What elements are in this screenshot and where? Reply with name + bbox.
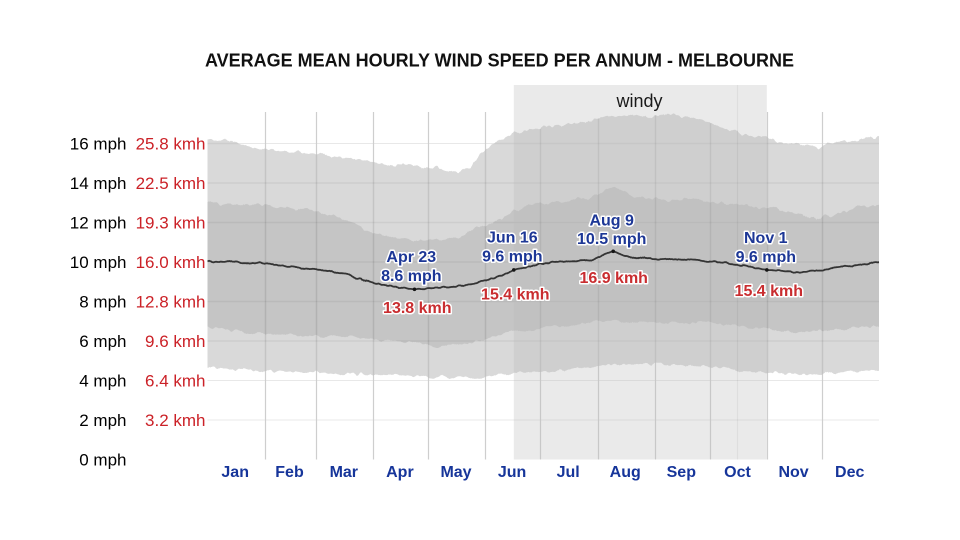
svg-text:13.8 kmh: 13.8 kmh — [383, 300, 451, 317]
svg-text:4 mph: 4 mph — [79, 371, 126, 390]
svg-text:Oct: Oct — [724, 464, 751, 481]
svg-text:Jan: Jan — [221, 464, 249, 481]
svg-text:Aug: Aug — [610, 464, 641, 481]
svg-text:25.8 kmh: 25.8 kmh — [136, 134, 206, 153]
svg-text:May: May — [440, 464, 471, 481]
svg-text:Nov 1: Nov 1 — [744, 230, 788, 247]
svg-text:14 mph: 14 mph — [70, 174, 127, 193]
svg-text:8.6 mph: 8.6 mph — [381, 268, 441, 285]
svg-text:0 mph: 0 mph — [79, 450, 126, 469]
svg-text:2 mph: 2 mph — [79, 411, 126, 430]
svg-text:windy: windy — [615, 91, 662, 111]
svg-text:Jun: Jun — [498, 464, 526, 481]
svg-text:Jun 16: Jun 16 — [487, 230, 538, 247]
svg-text:6 mph: 6 mph — [79, 332, 126, 351]
svg-text:22.5 kmh: 22.5 kmh — [136, 174, 206, 193]
svg-text:15.4 kmh: 15.4 kmh — [735, 283, 803, 300]
svg-text:Sep: Sep — [667, 464, 697, 481]
svg-text:8 mph: 8 mph — [79, 292, 126, 311]
svg-text:9.6 kmh: 9.6 kmh — [145, 332, 205, 351]
svg-text:Nov: Nov — [778, 464, 808, 481]
svg-text:16.0 kmh: 16.0 kmh — [136, 253, 206, 272]
svg-text:6.4 kmh: 6.4 kmh — [145, 371, 205, 390]
svg-text:Mar: Mar — [330, 464, 358, 481]
svg-text:16.9 kmh: 16.9 kmh — [579, 270, 647, 287]
svg-text:9.6 mph: 9.6 mph — [736, 249, 796, 266]
svg-text:Jul: Jul — [557, 464, 580, 481]
svg-text:12 mph: 12 mph — [70, 213, 127, 232]
svg-text:15.4 kmh: 15.4 kmh — [481, 287, 549, 304]
svg-text:16 mph: 16 mph — [70, 134, 127, 153]
svg-text:Apr 23: Apr 23 — [386, 249, 436, 266]
svg-text:9.6 mph: 9.6 mph — [482, 248, 542, 265]
svg-text:Apr: Apr — [386, 464, 414, 481]
svg-text:10.5 mph: 10.5 mph — [577, 231, 646, 248]
svg-text:Feb: Feb — [275, 464, 304, 481]
svg-text:Aug 9: Aug 9 — [589, 213, 634, 230]
svg-text:10 mph: 10 mph — [70, 253, 127, 272]
svg-text:12.8 kmh: 12.8 kmh — [136, 292, 206, 311]
svg-text:19.3 kmh: 19.3 kmh — [136, 213, 206, 232]
svg-text:Dec: Dec — [835, 464, 864, 481]
svg-text:AVERAGE MEAN HOURLY WIND SPEED: AVERAGE MEAN HOURLY WIND SPEED PER ANNUM… — [205, 51, 794, 71]
svg-text:3.2 kmh: 3.2 kmh — [145, 411, 205, 430]
